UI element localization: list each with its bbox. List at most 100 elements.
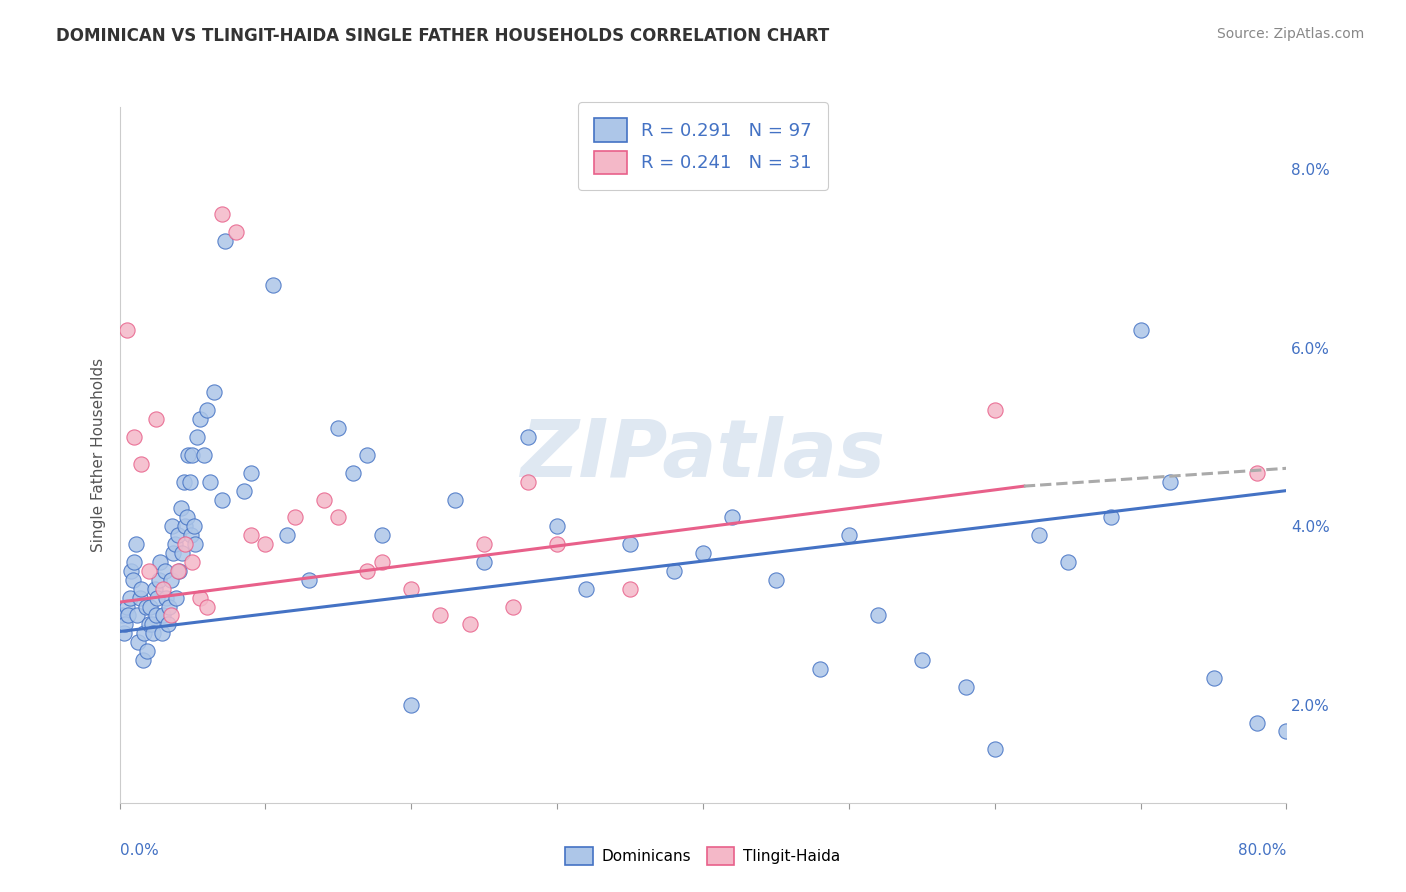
Point: [186, 430, 208, 444]
Point: [1246, 466, 1268, 480]
Point: [342, 466, 364, 480]
Point: [118, 591, 141, 605]
Point: [188, 412, 211, 426]
Text: 80.0%: 80.0%: [1239, 843, 1286, 858]
Point: [115, 323, 138, 337]
Point: [984, 403, 1007, 417]
Point: [276, 528, 298, 542]
Point: [458, 617, 481, 632]
Point: [284, 510, 307, 524]
Point: [174, 519, 197, 533]
Point: [157, 599, 180, 614]
Point: [214, 234, 236, 248]
Point: [1129, 323, 1152, 337]
Point: [619, 537, 641, 551]
Point: [135, 599, 157, 614]
Point: [159, 573, 181, 587]
Point: [401, 698, 423, 712]
Text: 0.0%: 0.0%: [120, 843, 159, 858]
Point: [129, 591, 152, 605]
Y-axis label: Single Father Households: Single Father Households: [90, 358, 105, 552]
Point: [131, 582, 153, 596]
Point: [911, 653, 934, 667]
Point: [173, 475, 195, 489]
Point: [145, 608, 167, 623]
Point: [254, 537, 277, 551]
Point: [146, 591, 169, 605]
Point: [188, 591, 211, 605]
Point: [1202, 671, 1225, 685]
Point: [181, 448, 204, 462]
Point: [142, 626, 165, 640]
Point: [1348, 698, 1371, 712]
Point: [866, 608, 890, 623]
Point: [472, 537, 495, 551]
Point: [163, 537, 186, 551]
Point: [160, 519, 183, 533]
Point: [765, 573, 787, 587]
Point: [132, 653, 155, 667]
Point: [162, 546, 184, 560]
Point: [356, 564, 378, 578]
Text: Source: ZipAtlas.com: Source: ZipAtlas.com: [1216, 27, 1364, 41]
Text: DOMINICAN VS TLINGIT-HAIDA SINGLE FATHER HOUSEHOLDS CORRELATION CHART: DOMINICAN VS TLINGIT-HAIDA SINGLE FATHER…: [56, 27, 830, 45]
Point: [502, 599, 524, 614]
Point: [546, 519, 568, 533]
Point: [125, 608, 148, 623]
Point: [153, 564, 176, 578]
Point: [176, 510, 198, 524]
Point: [202, 385, 225, 400]
Point: [150, 626, 173, 640]
Point: [152, 608, 174, 623]
Point: [429, 608, 451, 623]
Point: [225, 225, 247, 239]
Point: [165, 591, 187, 605]
Point: [172, 546, 194, 560]
Point: [517, 430, 540, 444]
Point: [139, 599, 162, 614]
Point: [328, 421, 350, 435]
Point: [232, 483, 254, 498]
Point: [211, 492, 233, 507]
Point: [312, 492, 335, 507]
Point: [211, 207, 233, 221]
Point: [195, 403, 218, 417]
Point: [356, 448, 378, 462]
Point: [955, 680, 977, 694]
Point: [131, 457, 153, 471]
Point: [148, 573, 170, 587]
Point: [1392, 706, 1406, 721]
Legend: R = 0.291   N = 97, R = 0.241   N = 31: R = 0.291 N = 97, R = 0.241 N = 31: [578, 103, 828, 190]
Point: [444, 492, 467, 507]
Point: [198, 475, 221, 489]
Point: [1305, 689, 1327, 703]
Point: [575, 582, 598, 596]
Point: [124, 537, 146, 551]
Point: [1246, 715, 1268, 730]
Point: [120, 564, 142, 578]
Point: [112, 626, 135, 640]
Point: [122, 430, 145, 444]
Point: [662, 564, 685, 578]
Point: [808, 662, 831, 676]
Point: [143, 582, 166, 596]
Point: [122, 555, 145, 569]
Point: [1275, 724, 1298, 739]
Point: [984, 742, 1007, 756]
Point: [193, 448, 215, 462]
Point: [115, 599, 138, 614]
Point: [546, 537, 568, 551]
Point: [138, 564, 160, 578]
Point: [183, 519, 205, 533]
Point: [127, 635, 149, 649]
Point: [121, 573, 143, 587]
Point: [1056, 555, 1078, 569]
Point: [195, 599, 218, 614]
Point: [170, 501, 193, 516]
Point: [166, 528, 188, 542]
Point: [152, 582, 174, 596]
Point: [177, 448, 200, 462]
Point: [239, 466, 262, 480]
Point: [149, 555, 172, 569]
Point: [166, 564, 188, 578]
